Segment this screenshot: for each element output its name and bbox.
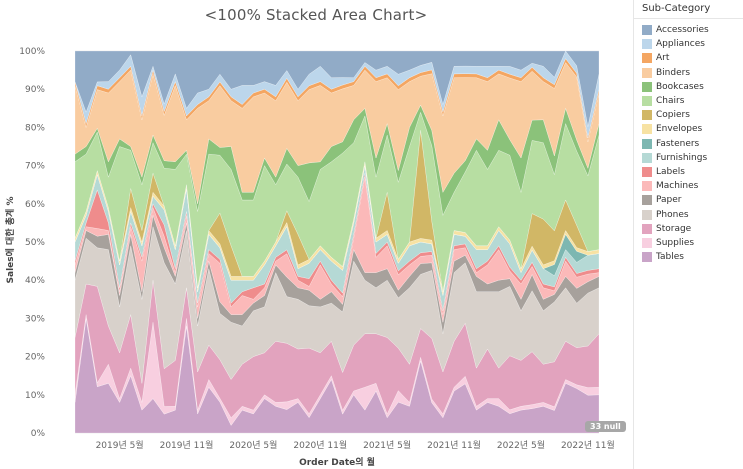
legend-label: Copiers: [656, 110, 690, 121]
legend-item-tables[interactable]: Tables: [634, 250, 743, 264]
y-tick-label: 40%: [25, 276, 45, 286]
legend-label: Binders: [656, 67, 691, 78]
legend-swatch: [642, 181, 652, 192]
y-tick-label: 20%: [25, 353, 45, 363]
legend-swatch: [642, 67, 652, 78]
y-tick-label: 10%: [25, 391, 45, 401]
chart-title: <100% Stacked Area Chart>: [204, 6, 428, 24]
legend-item-storage[interactable]: Storage: [634, 222, 743, 236]
legend-label: Accessories: [656, 25, 709, 36]
area-series-group[interactable]: [74, 50, 600, 434]
area-series-accessories[interactable]: [74, 50, 600, 127]
y-tick-label: 80%: [25, 123, 45, 133]
legend-swatch: [642, 39, 652, 50]
legend-item-art[interactable]: Art: [634, 51, 743, 65]
legend-label: Bookcases: [656, 81, 704, 92]
y-tick-label: 90%: [25, 85, 45, 95]
x-tick-label: 2021년 11월: [427, 439, 481, 451]
legend-swatch: [642, 25, 652, 36]
legend-swatch: [642, 252, 652, 263]
y-axis: 0% 10% 20% 30% 40% 50% 60% 70% 80% 90% 100%: [19, 47, 45, 439]
y-tick-label: 30%: [25, 314, 45, 324]
y-tick-label: 100%: [19, 47, 45, 57]
x-tick-label: 2019년 11월: [160, 439, 214, 451]
legend-swatch: [642, 195, 652, 206]
legend-swatch: [642, 166, 652, 177]
stacked-area-chart: 0% 10% 20% 30% 40% 50% 60% 70% 80% 90% 100% 2019년 …: [4, 47, 615, 468]
x-axis-label: Order Date의 월: [299, 456, 375, 468]
legend-item-phones[interactable]: Phones: [634, 207, 743, 221]
legend: Sub-Category Accessories Appliances Art Bin…: [633, 0, 743, 469]
legend-label: Art: [656, 53, 670, 64]
legend-swatch: [642, 138, 652, 149]
legend-label: Paper: [656, 195, 682, 206]
legend-item-furnishings[interactable]: Furnishings: [634, 151, 743, 165]
legend-label: Labels: [656, 166, 685, 177]
legend-label: Chairs: [656, 96, 685, 107]
x-tick-label: 2019년 5월: [96, 439, 144, 451]
legend-item-envelopes[interactable]: Envelopes: [634, 122, 743, 136]
legend-label: Tables: [656, 252, 684, 263]
legend-item-machines[interactable]: Machines: [634, 179, 743, 193]
legend-item-binders[interactable]: Binders: [634, 66, 743, 80]
legend-label: Machines: [656, 181, 699, 192]
legend-item-bookcases[interactable]: Bookcases: [634, 80, 743, 94]
legend-label: Appliances: [656, 39, 705, 50]
legend-items: Accessories Appliances Art Binders Bookcases…: [634, 23, 743, 264]
legend-swatch: [642, 223, 652, 234]
x-axis: 2019년 5월 2019년 11월 2020년 5월 2020년 11월 2021년 …: [96, 439, 615, 451]
legend-item-chairs[interactable]: Chairs: [634, 94, 743, 108]
legend-swatch: [642, 81, 652, 92]
legend-label: Fasteners: [656, 138, 700, 149]
legend-swatch: [642, 152, 652, 163]
x-tick-label: 2021년 5월: [363, 439, 411, 451]
y-tick-label: 70%: [25, 162, 45, 172]
legend-item-accessories[interactable]: Accessories: [634, 23, 743, 37]
legend-swatch: [642, 53, 652, 64]
legend-title: Sub-Category: [634, 0, 743, 19]
y-tick-label: 0%: [31, 429, 46, 439]
x-tick-label: 2020년 11월: [293, 439, 347, 451]
x-tick-label: 2022년 11월: [561, 439, 615, 451]
legend-swatch: [642, 110, 652, 121]
legend-swatch: [642, 96, 652, 107]
legend-swatch: [642, 237, 652, 248]
y-tick-label: 50%: [25, 238, 45, 248]
y-axis-label: Sales에 대한 총계 %: [4, 197, 16, 284]
legend-label: Envelopes: [656, 124, 703, 135]
x-tick-label: 2022년 5월: [497, 439, 545, 451]
null-values-badge[interactable]: 33 null: [585, 421, 626, 432]
legend-label: Supplies: [656, 237, 695, 248]
legend-item-copiers[interactable]: Copiers: [634, 108, 743, 122]
legend-item-labels[interactable]: Labels: [634, 165, 743, 179]
legend-item-paper[interactable]: Paper: [634, 193, 743, 207]
x-tick-label: 2020년 5월: [229, 439, 277, 451]
legend-label: Phones: [656, 209, 689, 220]
legend-item-appliances[interactable]: Appliances: [634, 37, 743, 51]
legend-item-supplies[interactable]: Supplies: [634, 236, 743, 250]
y-tick-label: 60%: [25, 200, 45, 210]
legend-item-fasteners[interactable]: Fasteners: [634, 137, 743, 151]
legend-swatch: [642, 209, 652, 220]
legend-label: Storage: [656, 223, 692, 234]
legend-swatch: [642, 124, 652, 135]
legend-label: Furnishings: [656, 152, 708, 163]
